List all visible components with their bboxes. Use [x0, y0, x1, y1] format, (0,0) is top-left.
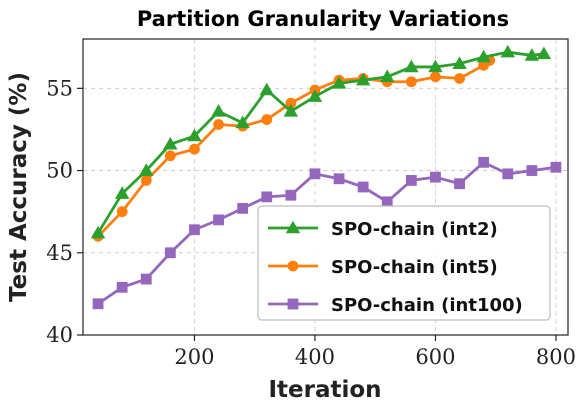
- legend-marker: [287, 298, 299, 310]
- series-layer: [90, 44, 562, 310]
- legend-box: [257, 205, 551, 321]
- data-point: [187, 128, 202, 142]
- data-point: [213, 214, 224, 226]
- data-point: [524, 48, 540, 61]
- data-point: [536, 46, 552, 60]
- data-point: [502, 168, 514, 180]
- data-point: [526, 165, 538, 176]
- data-point: [500, 44, 515, 58]
- y-tick-label: 50: [46, 159, 73, 183]
- data-point: [454, 178, 465, 190]
- data-point: [114, 186, 130, 199]
- data-point: [259, 82, 274, 96]
- x-tick-label: 200: [174, 345, 214, 369]
- data-point: [333, 173, 345, 185]
- x-tick-label: 600: [415, 345, 455, 369]
- axis-ticks: 200 400 600 800 40 45 50 55: [46, 76, 576, 369]
- data-point: [405, 175, 417, 186]
- y-tick-label: 55: [46, 76, 73, 100]
- data-point: [213, 119, 224, 130]
- legend-label: SPO-chain (int2): [331, 219, 498, 240]
- data-point: [430, 71, 441, 83]
- data-point: [355, 72, 371, 86]
- data-point: [237, 202, 249, 214]
- data-point: [140, 273, 152, 285]
- data-point: [309, 168, 321, 180]
- data-point: [211, 104, 226, 117]
- data-point: [235, 115, 250, 129]
- legend: SPO-chain (int2) SPO-chain (int5) SPO-chai…: [257, 205, 551, 321]
- legend-label: SPO-chain (int100): [331, 295, 523, 316]
- data-point: [261, 114, 273, 125]
- y-axis-label: Test Accuracy (%): [6, 72, 32, 302]
- data-point: [283, 104, 299, 117]
- data-point: [454, 73, 465, 84]
- y-tick-label: 45: [46, 241, 73, 265]
- y-tick-label: 40: [46, 323, 73, 347]
- data-point: [164, 247, 176, 259]
- plot-frame: [82, 38, 569, 336]
- series-circle: [92, 54, 496, 242]
- data-point: [430, 171, 441, 183]
- data-point: [116, 281, 128, 293]
- data-point: [285, 189, 297, 201]
- data-point: [140, 175, 152, 186]
- data-point: [381, 196, 393, 208]
- data-point: [331, 76, 347, 89]
- data-point: [357, 181, 369, 193]
- data-point: [307, 89, 323, 102]
- legend-marker: [285, 220, 301, 234]
- data-point: [452, 56, 467, 69]
- data-point: [116, 206, 128, 218]
- legend-marker: [287, 260, 299, 272]
- data-point: [405, 76, 417, 88]
- data-point: [189, 143, 200, 155]
- x-axis-label: Iteration: [268, 377, 381, 403]
- x-tick-label: 400: [295, 345, 335, 369]
- data-point: [164, 150, 176, 162]
- data-point: [90, 225, 106, 239]
- data-point: [404, 59, 419, 73]
- data-point: [189, 224, 200, 236]
- data-point: [550, 161, 562, 173]
- data-point: [163, 136, 178, 150]
- data-point: [476, 49, 491, 63]
- data-point: [261, 191, 273, 203]
- data-point: [380, 69, 395, 83]
- series-triangle: [90, 44, 552, 239]
- data-point: [428, 59, 443, 73]
- legend-label: SPO-chain (int5): [331, 257, 498, 278]
- series-square: [92, 156, 562, 310]
- chart-title: Partition Granularity Variations: [137, 7, 509, 31]
- data-point: [139, 163, 154, 176]
- x-tick-label: 800: [536, 345, 576, 369]
- data-point: [478, 156, 490, 168]
- data-point: [92, 298, 104, 310]
